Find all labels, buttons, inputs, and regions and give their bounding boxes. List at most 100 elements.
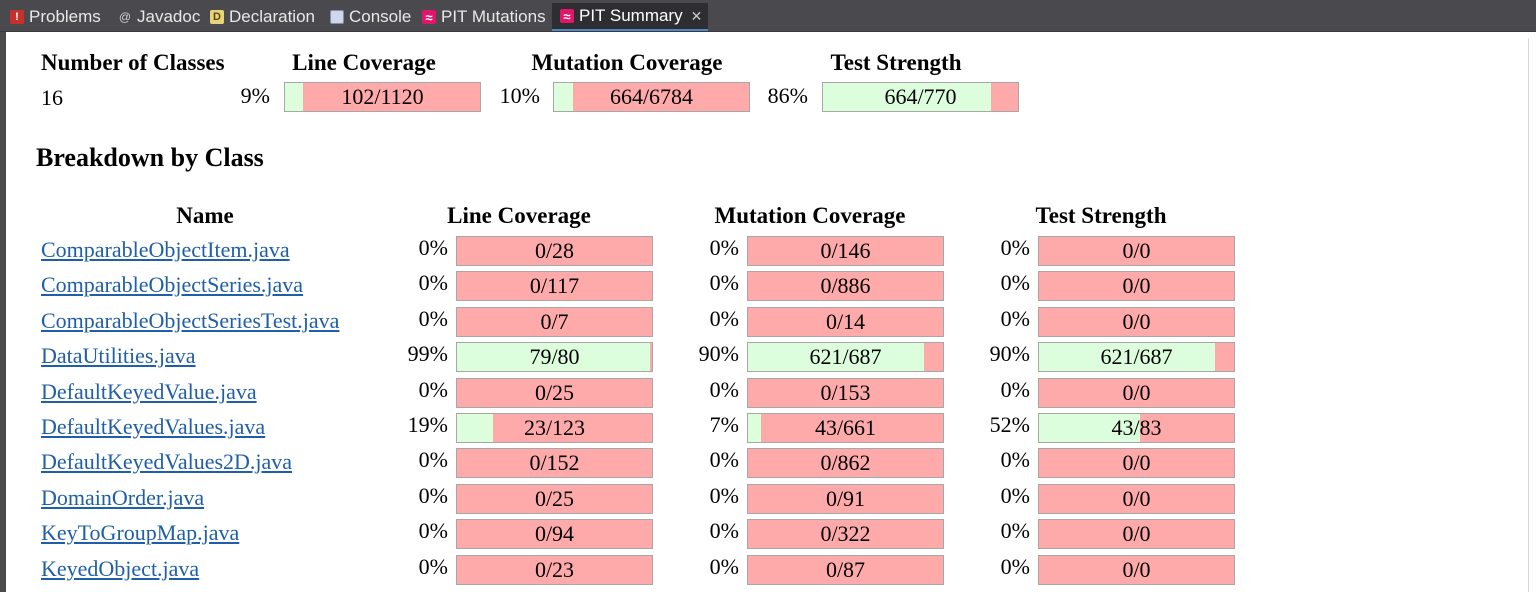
mutation-coverage-percent: 10% [499,83,540,108]
test-strength-percent: 0% [1000,306,1030,331]
header-number-of-classes: Number of Classes [41,50,225,75]
header-mutation-coverage: Mutation Coverage [531,50,723,75]
line-coverage-percent: 0% [418,235,448,260]
coverage-label: 0/153 [820,380,871,405]
coverage-label: 0/28 [534,238,575,263]
coverage-label: 664/770 [884,84,957,109]
coverage-label: 23/123 [523,415,586,440]
column-header-test-strength: Test Strength [1035,203,1167,228]
line-coverage-bar: 0/152 [456,448,653,478]
tab-label: PIT Mutations [441,7,546,26]
header-test-strength: Test Strength [830,50,962,75]
mutation-coverage-bar: 0/91 [747,484,944,514]
mutation-coverage-percent: 0% [709,447,739,472]
mutation-coverage-bar: 0/87 [747,555,944,585]
class-link[interactable]: ComparableObjectSeries.java [41,272,304,297]
tab-pit-mutations[interactable]: ≈ PIT Mutations [414,3,546,31]
pit-icon: ≈ [422,10,436,24]
test-strength-percent: 52% [989,412,1030,437]
test-strength-percent: 90% [989,341,1030,366]
tab-console[interactable]: Console [322,3,411,31]
line-coverage-percent: 0% [418,554,448,579]
breakdown-title: Breakdown by Class [36,143,264,172]
class-link[interactable]: DomainOrder.java [41,485,205,510]
console-icon [330,10,344,24]
mutation-coverage-percent: 0% [709,235,739,260]
coverage-fill [554,83,574,111]
coverage-label: 0/94 [534,521,575,546]
line-coverage-bar: 0/94 [456,519,653,549]
tab-label: PIT Summary [579,6,683,25]
column-header-mutation-coverage: Mutation Coverage [714,203,906,228]
tab-problems[interactable]: ! Problems [2,3,101,31]
class-link[interactable]: DataUtilities.java [41,343,196,368]
coverage-fill [748,343,925,371]
view-tab-bar: ! Problems @ Javadoc D Declaration Conso… [0,0,1536,32]
class-link[interactable]: ComparableObjectSeriesTest.java [41,308,340,333]
declaration-icon: D [210,10,224,24]
test-strength-percent: 0% [1000,447,1030,472]
column-header-name: Name [176,203,234,228]
coverage-label: 0/146 [820,238,871,263]
coverage-label: 0/14 [825,309,866,334]
mutation-coverage-bar: 0/146 [747,236,944,266]
line-coverage-percent: 0% [418,483,448,508]
coverage-label: 0/0 [1122,557,1151,582]
mutation-coverage-percent: 0% [709,483,739,508]
coverage-label: 0/25 [534,486,575,511]
coverage-label: 621/687 [809,344,882,369]
tab-declaration[interactable]: D Declaration [202,3,315,31]
mutation-coverage-bar: 621/687 [747,342,944,372]
coverage-fill [823,83,992,111]
test-strength-percent: 0% [1000,518,1030,543]
line-coverage-percent: 0% [418,270,448,295]
test-strength-bar: 0/0 [1038,378,1235,408]
scrollbar-track[interactable] [1528,38,1529,592]
class-link[interactable]: DefaultKeyedValues.java [41,414,266,439]
line-coverage-percent: 19% [407,412,448,437]
mutation-coverage-bar: 43/661 [747,413,944,443]
test-strength-bar: 0/0 [1038,555,1235,585]
test-strength-percent: 0% [1000,235,1030,260]
test-strength-bar: 664/770 [822,82,1019,112]
coverage-label: 0/152 [529,450,580,475]
mutation-coverage-percent: 0% [709,270,739,295]
coverage-label: 0/0 [1122,380,1151,405]
class-link[interactable]: DefaultKeyedValue.java [41,379,257,404]
class-link[interactable]: ComparableObjectItem.java [41,237,290,262]
coverage-fill [285,83,303,111]
coverage-fill [1039,343,1216,371]
coverage-label: 43/83 [1111,415,1162,440]
close-icon[interactable]: ✕ [690,7,703,24]
line-coverage-bar: 0/7 [456,307,653,337]
mutation-coverage-percent: 0% [709,518,739,543]
tab-javadoc[interactable]: @ Javadoc [110,3,200,31]
coverage-label: 0/0 [1122,521,1151,546]
coverage-label: 0/25 [534,380,575,405]
mutation-coverage-percent: 0% [709,306,739,331]
mutation-coverage-percent: 7% [709,412,739,437]
header-line-coverage: Line Coverage [292,50,436,75]
mutation-coverage-bar: 0/862 [747,448,944,478]
class-link[interactable]: DefaultKeyedValues2D.java [41,449,293,474]
coverage-label: 664/6784 [609,84,694,109]
test-strength-percent: 0% [1000,270,1030,295]
test-strength-percent: 86% [767,83,808,108]
coverage-label: 0/23 [534,557,575,582]
test-strength-bar: 0/0 [1038,271,1235,301]
test-strength-bar: 621/687 [1038,342,1235,372]
mutation-coverage-bar: 664/6784 [553,82,750,112]
tab-pit-summary[interactable]: ≈ PIT Summary ✕ [552,3,709,31]
coverage-label: 0/0 [1122,238,1151,263]
tab-label: Problems [29,7,101,26]
coverage-label: 0/91 [825,486,866,511]
mutation-coverage-bar: 0/14 [747,307,944,337]
class-link[interactable]: KeyToGroupMap.java [41,520,240,545]
test-strength-percent: 0% [1000,554,1030,579]
mutation-coverage-percent: 0% [709,554,739,579]
class-link[interactable]: KeyedObject.java [41,556,200,581]
line-coverage-bar: 79/80 [456,342,653,372]
line-coverage-bar: 0/28 [456,236,653,266]
coverage-fill [1039,414,1140,442]
line-coverage-bar: 0/23 [456,555,653,585]
